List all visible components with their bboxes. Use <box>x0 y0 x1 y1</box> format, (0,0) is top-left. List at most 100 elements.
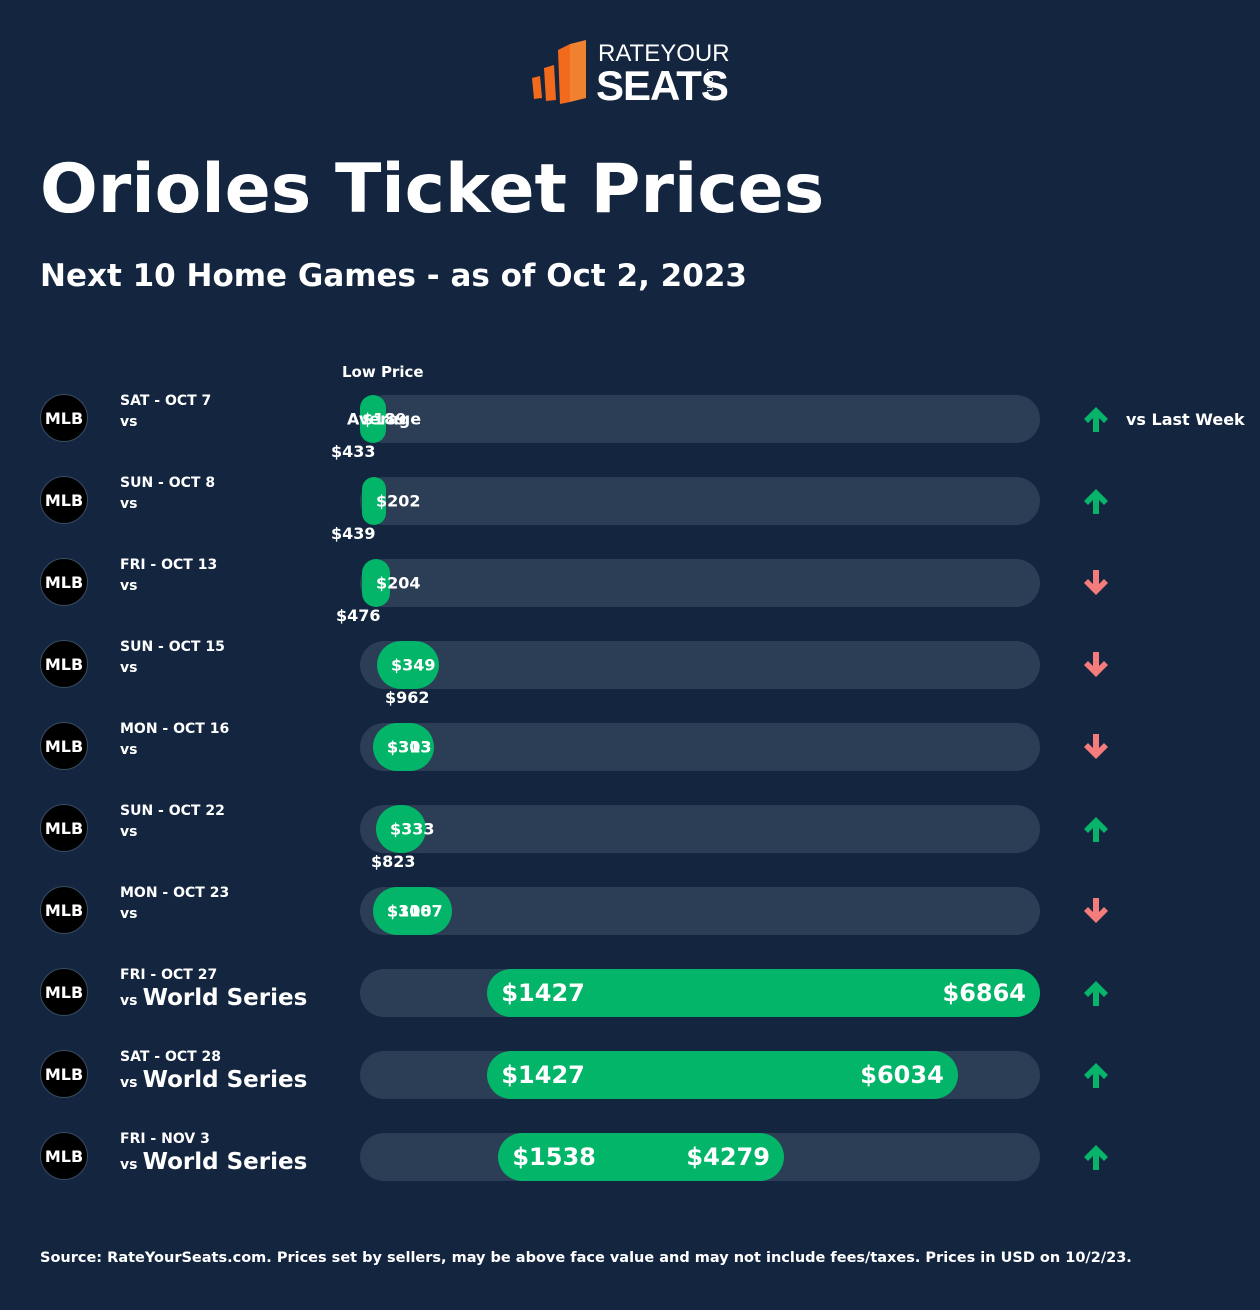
low-price-label: $1427 <box>501 979 585 1007</box>
table-row: MLB SUN - OCT 8 vs $202 $433 <box>0 442 1260 534</box>
page-subtitle: Next 10 Home Games - as of Oct 2, 2023 <box>40 258 747 294</box>
game-date: SAT - OCT 7 <box>120 393 212 409</box>
average-price-label: $6864 <box>942 979 1027 1007</box>
vs-label: vs <box>120 824 138 840</box>
low-price-label: $1427 <box>501 1061 585 1089</box>
vs-label: vs <box>120 496 138 512</box>
game-date: SUN - OCT 8 <box>120 475 216 491</box>
low-price-header: Low Price <box>342 363 424 381</box>
game-date: MON - OCT 16 <box>120 721 230 737</box>
game-date: MON - OCT 23 <box>120 885 230 901</box>
low-price-label: $303 <box>387 737 432 757</box>
arrow-down-icon <box>1084 734 1108 759</box>
mlb-badge: MLB <box>40 968 88 1016</box>
opponent-line: vs World Series <box>120 1067 307 1093</box>
average-price-label: $313 <box>387 737 432 757</box>
table-row: MLB SUN - OCT 15 vs $349 $476 <box>0 606 1260 698</box>
game-date: SAT - OCT 28 <box>120 1049 222 1065</box>
mlb-badge: MLB <box>40 722 88 770</box>
arrow-up-icon <box>1084 407 1108 432</box>
average-price-label: $1087 <box>387 901 443 921</box>
average-price-label: $962 <box>385 688 430 707</box>
opponent-name: World Series <box>142 1067 308 1093</box>
price-bar <box>362 559 390 607</box>
price-track <box>360 641 1040 689</box>
price-track <box>360 559 1040 607</box>
vs-label: vs <box>120 742 138 758</box>
mlb-badge: MLB <box>40 640 88 688</box>
average-price-label: $4279 <box>686 1143 770 1171</box>
average-price-label: $6034 <box>860 1061 944 1089</box>
price-track <box>360 477 1040 525</box>
arrow-down-icon <box>1084 570 1108 595</box>
low-price-label: $204 <box>376 573 421 593</box>
opponent-line: vs World Series <box>120 1149 307 1175</box>
logo-wordmark-top: RATEYOUR <box>598 40 730 67</box>
table-row: MLB FRI - OCT 13 vs $204 $439 <box>0 524 1260 616</box>
low-price-label: $202 <box>376 491 421 511</box>
average-price-label: $433 <box>331 442 376 461</box>
table-row: MLB FRI - OCT 27 vs World Series $1427 $6864 <box>0 944 1260 1026</box>
opponent-line: vs <box>120 411 137 430</box>
game-date: SUN - OCT 22 <box>120 803 225 819</box>
vs-label: vs <box>120 414 138 430</box>
opponent-line: vs World Series <box>120 985 307 1011</box>
mlb-badge: MLB <box>40 804 88 852</box>
low-price-label: $310 <box>387 901 432 921</box>
arrow-up-icon <box>1084 489 1108 514</box>
price-track <box>360 805 1040 853</box>
table-row: MLB SAT - OCT 7 vs $189 Average vs Last Week <box>0 370 1260 452</box>
logo-wordmark-com: .com <box>704 68 716 92</box>
price-track <box>360 887 1040 935</box>
arrow-up-icon <box>1084 1145 1108 1170</box>
mlb-badge: MLB <box>40 1132 88 1180</box>
price-track <box>360 395 1040 443</box>
game-date: FRI - NOV 3 <box>120 1131 210 1147</box>
arrow-up-icon <box>1084 817 1108 842</box>
price-bar <box>487 969 1040 1017</box>
price-bar <box>373 887 452 935</box>
price-bar <box>487 1051 958 1099</box>
average-price-label: $439 <box>331 524 376 543</box>
vs-label: vs <box>120 578 138 594</box>
low-price-label: $349 <box>391 655 436 675</box>
arrow-down-icon <box>1084 652 1108 677</box>
average-price-label: $823 <box>371 852 416 871</box>
table-row: MLB SUN - OCT 22 vs $333 <box>0 780 1260 862</box>
opponent-name: World Series <box>142 985 308 1011</box>
opponent-line: vs <box>120 493 137 512</box>
vs-label: vs <box>120 993 138 1009</box>
low-price-label: $333 <box>390 819 435 839</box>
price-bar <box>362 477 386 525</box>
table-row: MLB MON - OCT 23 vs $310 $1087 $823 <box>0 852 1260 944</box>
logo-bars-icon <box>532 40 586 104</box>
price-track <box>360 723 1040 771</box>
price-bar <box>498 1133 784 1181</box>
logo-wordmark-bottom: SEATS <box>596 62 729 109</box>
source-note: Source: RateYourSeats.com. Prices set by… <box>40 1250 1132 1266</box>
arrow-down-icon <box>1084 898 1108 923</box>
game-date: FRI - OCT 27 <box>120 967 218 983</box>
vs-label: vs <box>120 906 138 922</box>
arrow-up-icon <box>1084 981 1108 1006</box>
average-price-label: Average <box>347 409 422 429</box>
mlb-badge: MLB <box>40 886 88 934</box>
vs-last-week-label: vs Last Week <box>1126 410 1245 429</box>
price-bar <box>376 805 426 853</box>
vs-label: vs <box>120 1157 138 1173</box>
price-bar <box>373 723 434 771</box>
game-date: SUN - OCT 15 <box>120 639 225 655</box>
table-row: MLB MON - OCT 16 vs $303 $313 $962 <box>0 688 1260 780</box>
logo: RATEYOUR SEATS .com <box>530 38 740 109</box>
opponent-line: vs <box>120 739 137 758</box>
opponent-line: vs <box>120 903 137 922</box>
table-row: MLB FRI - NOV 3 vs World Series $1538 $4279 <box>0 1108 1260 1190</box>
mlb-badge: MLB <box>40 394 88 442</box>
mlb-badge: MLB <box>40 1050 88 1098</box>
vs-label: vs <box>120 1075 138 1091</box>
mlb-badge: MLB <box>40 476 88 524</box>
page-title: Orioles Ticket Prices <box>40 150 825 229</box>
mlb-badge: MLB <box>40 558 88 606</box>
low-price-label: $1538 <box>512 1143 596 1171</box>
price-bar <box>377 641 439 689</box>
